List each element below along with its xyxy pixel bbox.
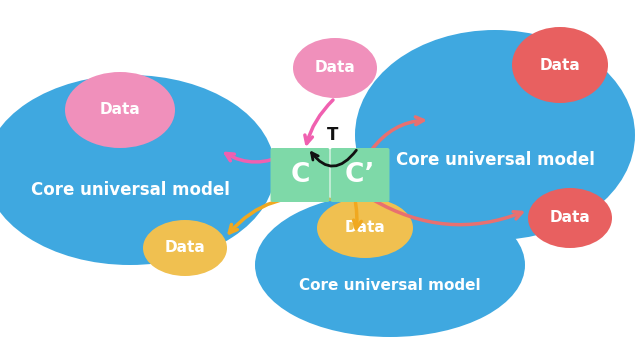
Text: Data: Data [165, 240, 205, 255]
Text: Data: Data [540, 57, 580, 72]
Ellipse shape [255, 193, 525, 337]
Ellipse shape [512, 27, 608, 103]
Ellipse shape [355, 30, 635, 240]
FancyBboxPatch shape [271, 148, 329, 202]
FancyBboxPatch shape [331, 148, 390, 202]
Ellipse shape [143, 220, 227, 276]
Text: Data: Data [99, 102, 140, 118]
Text: Core universal model: Core universal model [31, 181, 229, 199]
Text: Data: Data [315, 61, 355, 75]
Text: Core universal model: Core universal model [395, 151, 594, 169]
Text: Core universal model: Core universal model [299, 277, 481, 292]
Text: C: C [290, 162, 310, 188]
Text: C’: C’ [345, 162, 375, 188]
Ellipse shape [0, 75, 275, 265]
Ellipse shape [65, 72, 175, 148]
Ellipse shape [528, 188, 612, 248]
Text: Data: Data [549, 210, 590, 225]
Ellipse shape [317, 198, 413, 258]
Text: Data: Data [345, 221, 385, 236]
Text: T: T [328, 126, 338, 144]
Ellipse shape [293, 38, 377, 98]
